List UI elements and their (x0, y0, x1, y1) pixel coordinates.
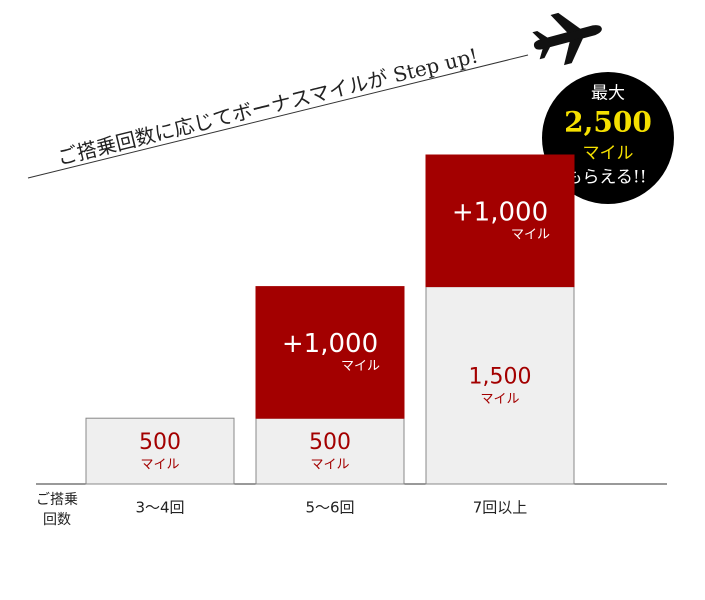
x-tick-label: 7回以上 (473, 499, 528, 517)
plane-icon (532, 12, 602, 66)
chart-title: ご搭乗回数に応じてボーナスマイルが Step up! (55, 43, 480, 169)
value-label: 500 (309, 430, 351, 455)
bar-segment (255, 286, 405, 419)
bar-segment (85, 417, 235, 485)
unit-label: マイル (341, 359, 380, 374)
x-tick-label: 5〜6回 (305, 499, 354, 517)
x-axis-label: ご搭乗 (36, 492, 78, 508)
badge-circle (542, 72, 674, 204)
badge-unit: マイル (583, 144, 634, 164)
value-label: +1,000 (282, 329, 378, 359)
value-label: +1,000 (452, 197, 548, 227)
value-label: 500 (139, 430, 181, 455)
bar-segment (425, 286, 575, 485)
unit-label: マイル (480, 392, 519, 407)
badge-prefix: 最大 (591, 84, 625, 104)
badge: 最大 2,500 マイル もらえる!! (538, 72, 674, 204)
unit-label: マイル (140, 458, 179, 473)
badge-suffix: もらえる!! (565, 168, 646, 188)
x-tick-label: 3〜4回 (135, 499, 184, 517)
unit-label: マイル (511, 227, 550, 242)
bar-segment (255, 417, 405, 485)
x-axis-label: 回数 (43, 512, 71, 528)
bar-segment (425, 154, 575, 288)
unit-label: マイル (310, 458, 349, 473)
value-label: 1,500 (469, 364, 532, 389)
title-rule (27, 54, 529, 179)
badge-amount: 2,500 (564, 106, 652, 139)
